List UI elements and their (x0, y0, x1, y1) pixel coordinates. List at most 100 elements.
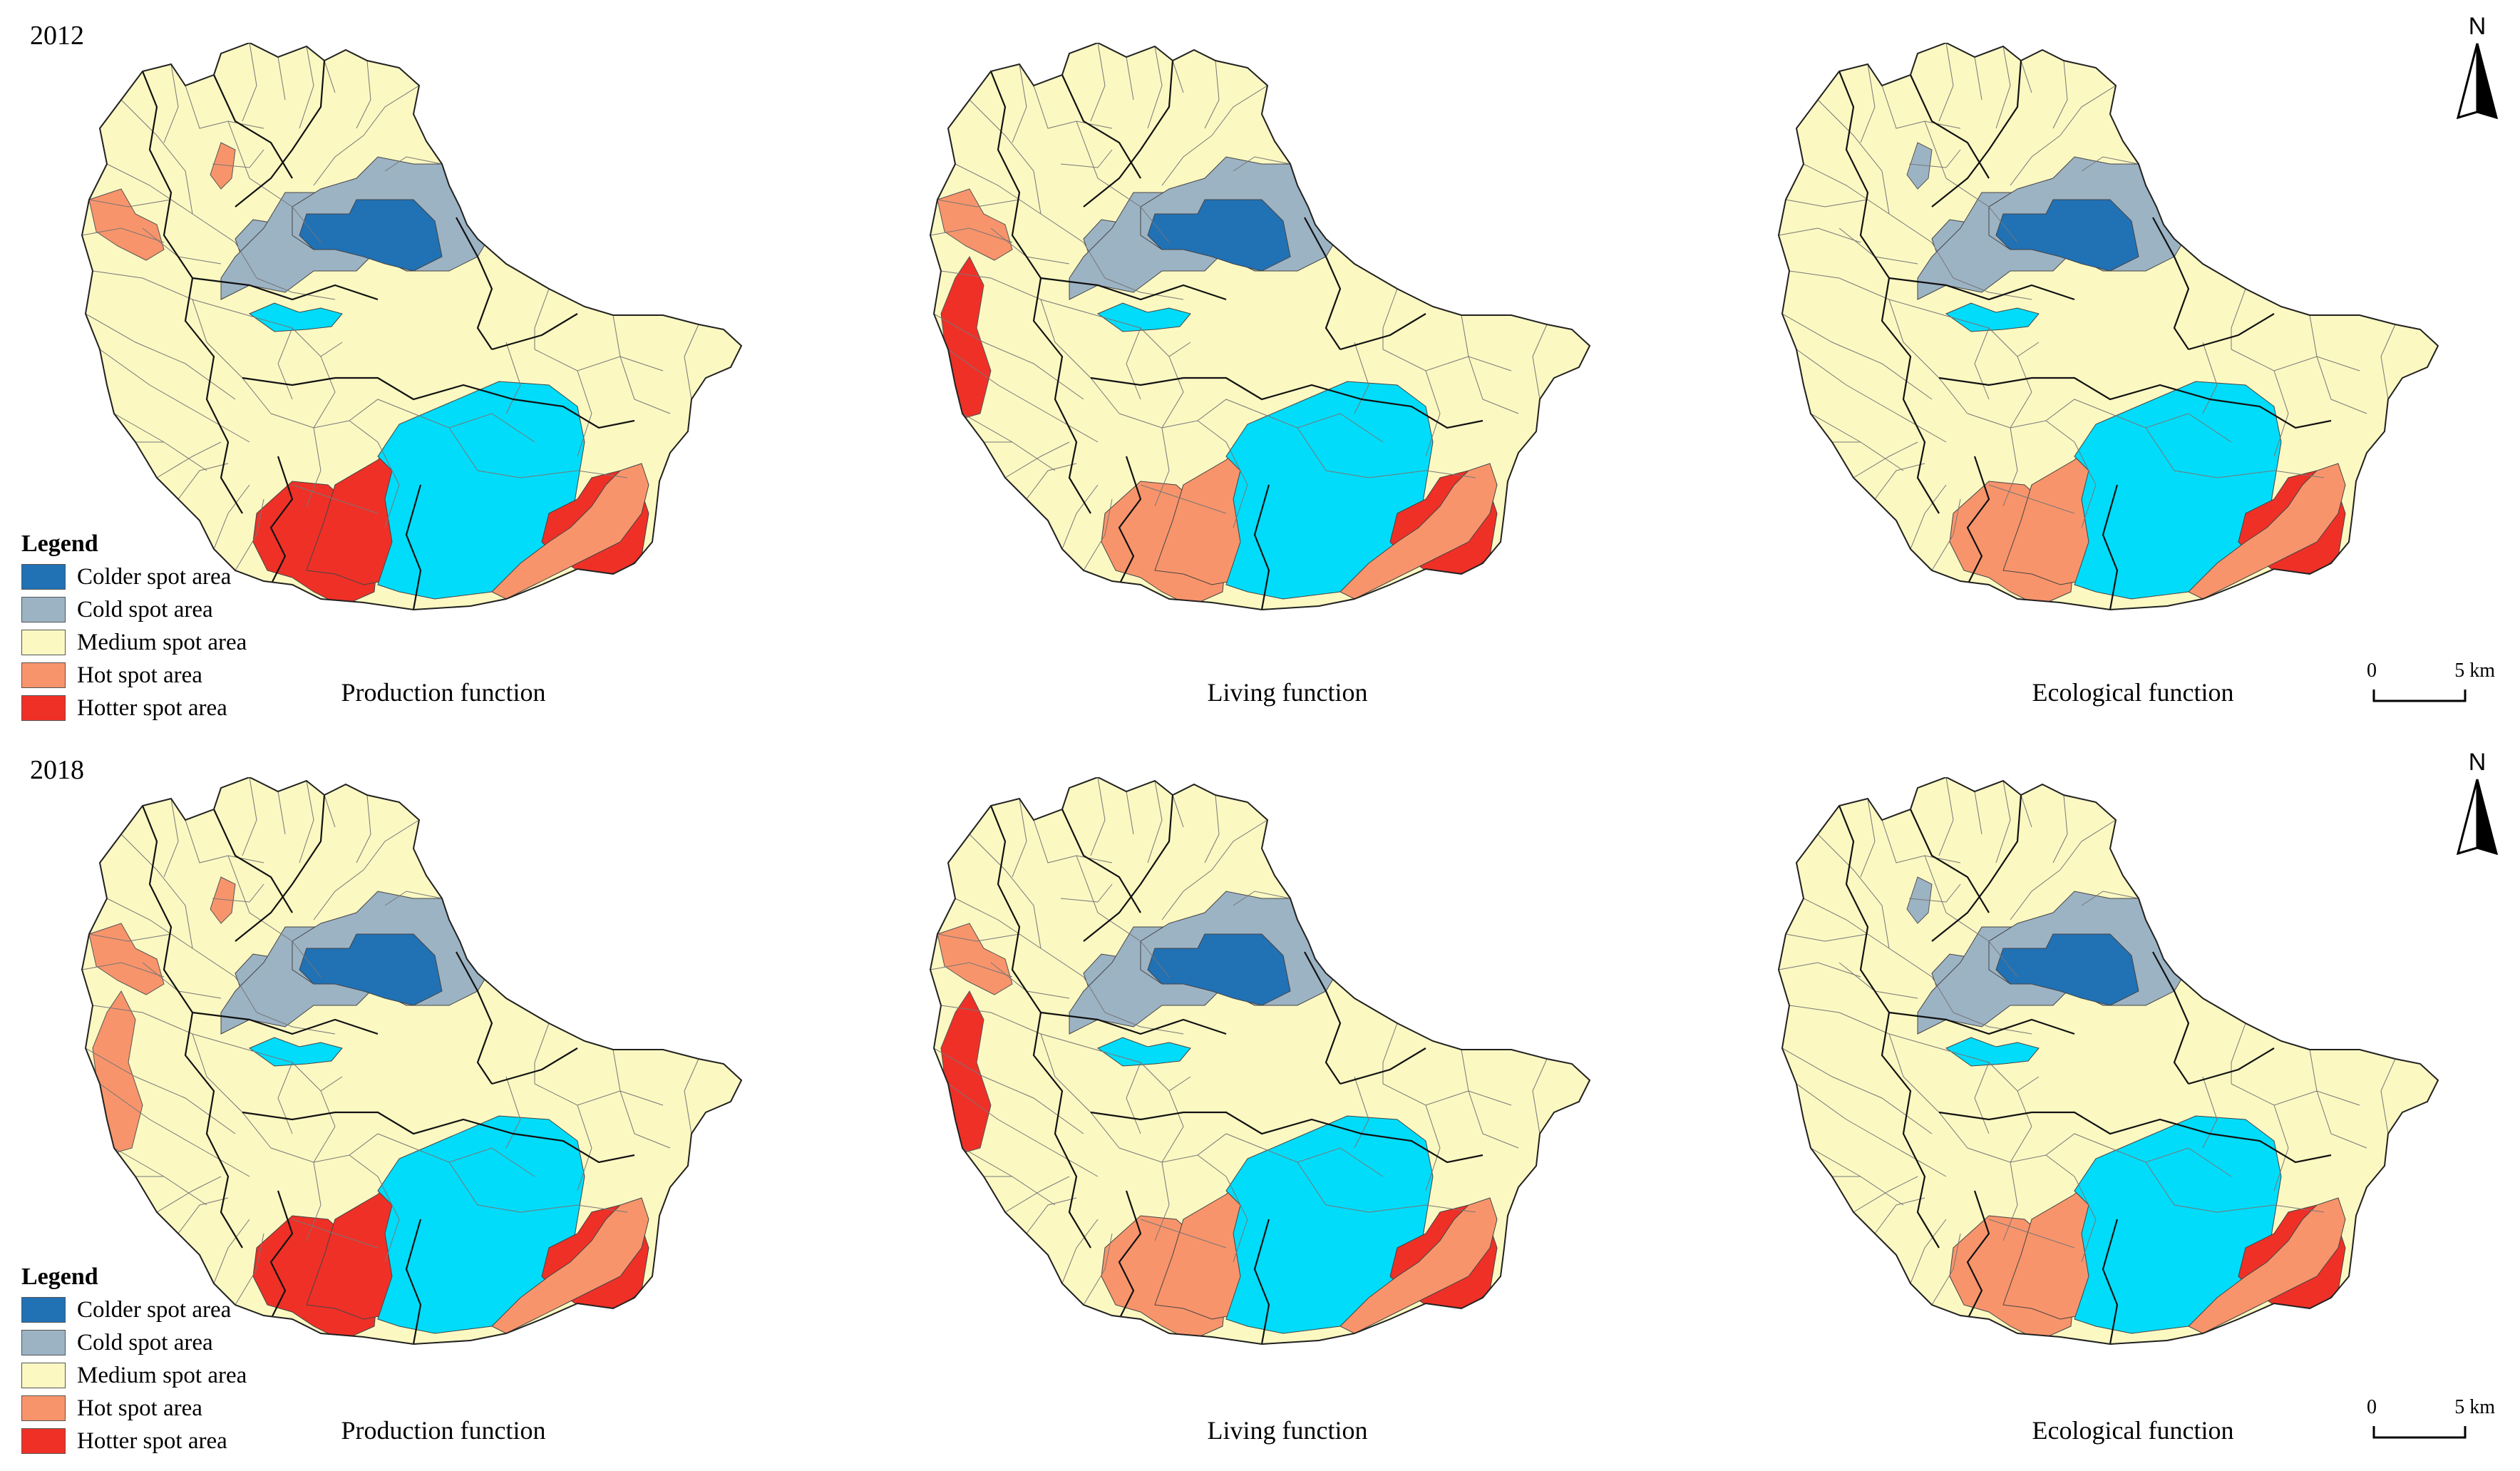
caption-production-2012: Production function (341, 678, 546, 707)
sub-boundary (2010, 356, 2032, 429)
sub-boundary (270, 413, 379, 443)
caption-ecological-2012: Ecological function (2032, 678, 2234, 707)
zone-colder (1995, 933, 2139, 1006)
region-outline (1777, 43, 2439, 611)
sub-boundary (1425, 1104, 1441, 1191)
district-boundary (1339, 1047, 1426, 1085)
year-label-2018: 2018 (30, 755, 84, 785)
district-boundary (1966, 1190, 1990, 1320)
district-boundary (1040, 277, 1227, 301)
sub-boundary (1090, 313, 1191, 357)
legend-swatch-hot (21, 1395, 66, 1421)
sub-boundary (1995, 780, 2011, 863)
sub-boundary (1789, 270, 1940, 314)
district-boundary (1118, 1190, 1142, 1320)
sub-boundary (955, 898, 1106, 1013)
district-boundary (1040, 1011, 1227, 1035)
sub-boundary (1147, 46, 1163, 129)
sub-boundary (2020, 794, 2032, 828)
sub-boundary (1881, 85, 1961, 129)
sub-boundary (2231, 349, 2360, 371)
district-boundary (2032, 376, 2332, 429)
legend-swatch-colder (21, 564, 66, 590)
sub-boundary (156, 441, 222, 478)
legend-label-cold: Cold spot area (77, 596, 213, 622)
sub-boundary (2045, 399, 2111, 421)
legend-item-medium: Medium spot area (21, 1359, 321, 1392)
sub-boundary (306, 1162, 322, 1241)
sub-boundary (1354, 342, 1369, 414)
district-boundary (141, 805, 243, 1249)
sub-boundary (947, 349, 1099, 443)
sub-boundary (363, 819, 420, 871)
sub-boundary (324, 794, 336, 828)
sub-boundary (212, 883, 264, 903)
district-boundary (1118, 456, 1142, 585)
sub-boundary (2109, 413, 2232, 443)
sub-boundary (1974, 56, 1982, 101)
sub-boundary (2145, 427, 2218, 478)
sub-boundary (1779, 227, 1861, 243)
legend-swatch-colder (21, 1297, 66, 1323)
sub-boundary (213, 1219, 250, 1284)
sub-boundary (163, 798, 179, 878)
sub-boundary (1126, 327, 1141, 400)
sub-boundary (2273, 370, 2289, 457)
district-boundary (269, 1190, 294, 1320)
sub-boundary (106, 163, 257, 279)
map-ecological-2018 (1777, 777, 2439, 1346)
sub-boundary (1126, 1062, 1141, 1134)
sub-boundary (1888, 299, 1968, 414)
sub-boundary (955, 163, 1106, 279)
sub-boundary (106, 898, 257, 1013)
caption-living-2012: Living function (1207, 678, 1368, 707)
scale-start-label: 0 (2367, 660, 2377, 682)
legend-swatch-medium (21, 1363, 66, 1388)
sub-boundary (1796, 349, 1947, 443)
district-boundary (242, 1111, 336, 1121)
region-outline (929, 777, 1591, 1346)
sub-boundary (1967, 1147, 2075, 1177)
zone-water (1096, 302, 1191, 332)
scale-bar-2018: 0 5 km (2367, 1396, 2495, 1446)
sub-boundary (1817, 99, 1890, 215)
sub-boundary (1161, 135, 1213, 186)
sub-boundary (120, 834, 193, 949)
sub-boundary (99, 349, 250, 443)
sub-boundary (1211, 819, 1268, 871)
sub-boundary (1908, 883, 1961, 903)
sub-boundary (1853, 1176, 1918, 1213)
sub-boundary (937, 199, 1020, 207)
sub-boundary (1090, 43, 1106, 122)
district-boundary (1083, 794, 1174, 942)
district-boundary (2102, 1219, 2119, 1344)
district-boundary (2188, 1047, 2275, 1085)
district-boundary (1083, 60, 1174, 207)
sub-boundary (1953, 1012, 2032, 1035)
sub-boundary (1083, 1233, 1113, 1306)
sub-boundary (1204, 794, 1220, 863)
sub-boundary (377, 1176, 400, 1263)
sub-boundary (1211, 85, 1268, 136)
sub-boundary (1910, 1219, 1947, 1284)
sub-boundary (270, 1147, 379, 1177)
sub-boundary (1995, 46, 2011, 129)
sub-boundary (349, 399, 414, 421)
north-arrow-2012: N (2452, 13, 2502, 120)
district-boundary (2032, 1111, 2332, 1164)
district-boundary (1888, 1011, 2075, 1035)
sub-boundary (413, 1147, 535, 1177)
sub-boundary (1817, 834, 1890, 949)
sub-boundary (1860, 798, 1876, 878)
sub-boundary (1532, 324, 1548, 400)
sub-boundary (1126, 56, 1134, 101)
region-outline (81, 43, 743, 611)
sub-boundary (2202, 1076, 2218, 1149)
zone-south_right_hot (491, 1197, 649, 1334)
sub-boundary (242, 1047, 343, 1092)
sub-boundary (2002, 1162, 2018, 1241)
zone-water (248, 302, 343, 332)
sub-boundary (1967, 413, 2075, 443)
sub-boundary (1060, 883, 1113, 903)
district-boundary (1938, 1111, 2032, 1121)
